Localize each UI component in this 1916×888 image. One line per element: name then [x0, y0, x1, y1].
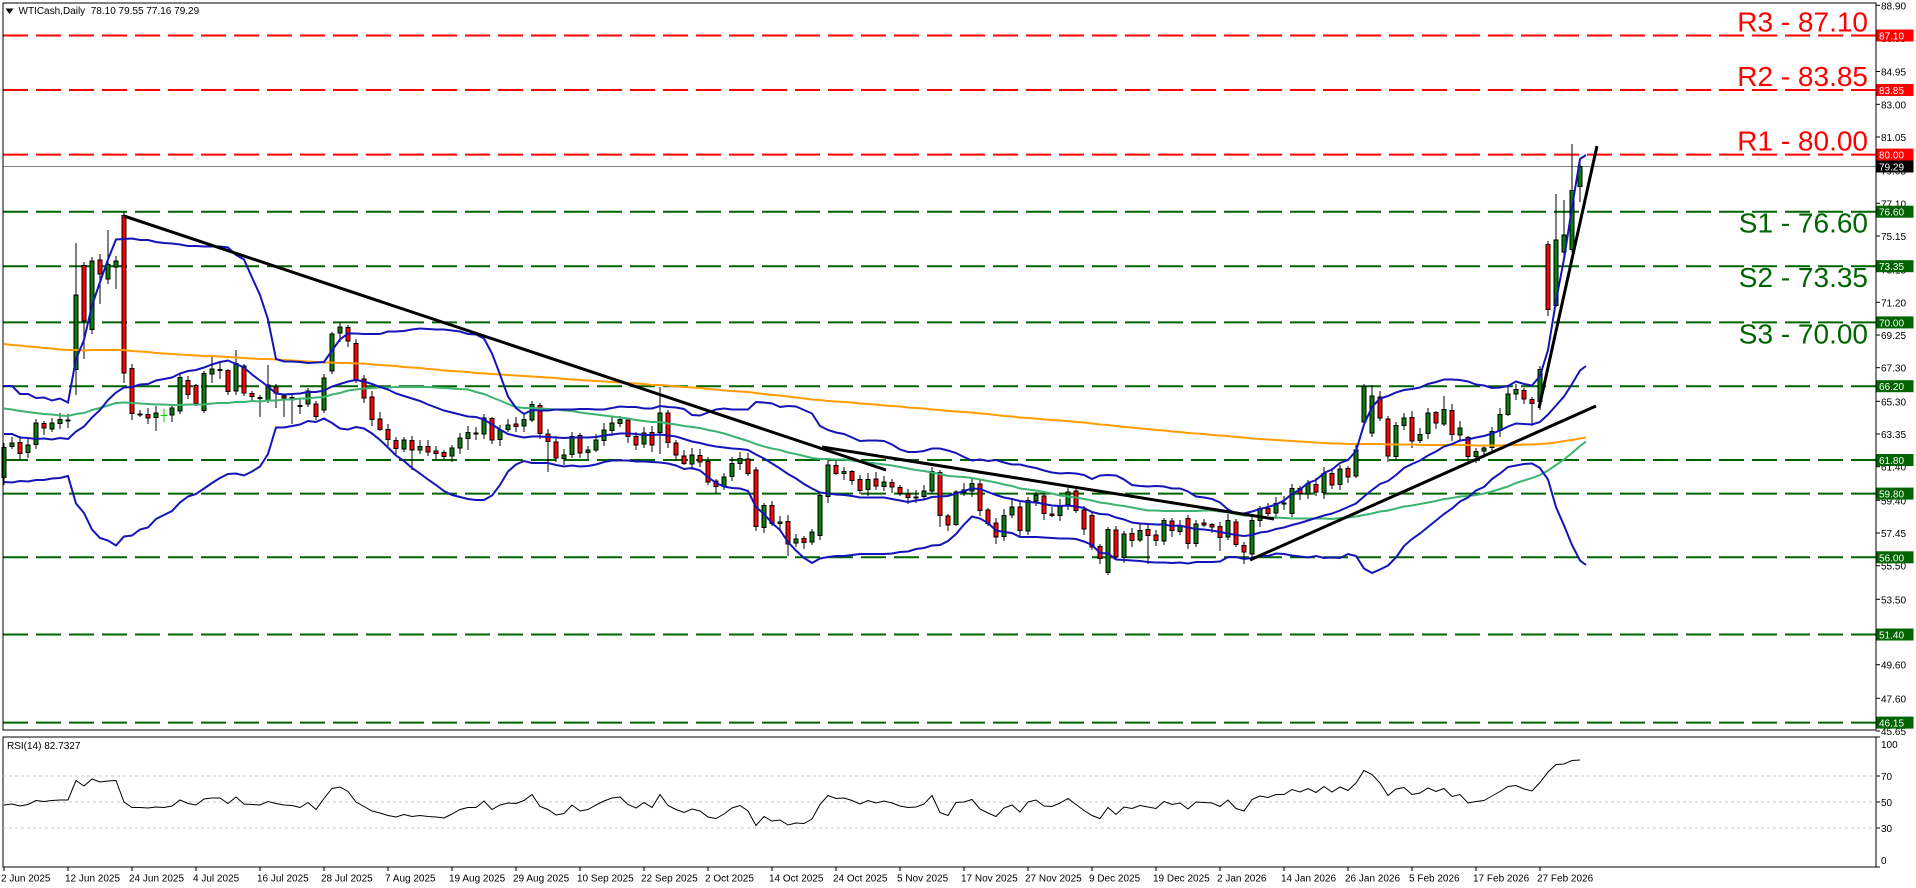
svg-text:22 Sep 2025: 22 Sep 2025 — [641, 874, 698, 885]
svg-text:49.60: 49.60 — [1881, 661, 1906, 672]
svg-text:5 Feb 2026: 5 Feb 2026 — [1409, 874, 1460, 885]
svg-text:14 Oct 2025: 14 Oct 2025 — [769, 874, 824, 885]
svg-text:61.80: 61.80 — [1879, 456, 1904, 467]
svg-text:67.30: 67.30 — [1881, 364, 1906, 375]
svg-text:83.00: 83.00 — [1881, 100, 1906, 111]
svg-text:79.29: 79.29 — [1879, 163, 1904, 174]
svg-text:2 Oct 2025: 2 Oct 2025 — [705, 874, 754, 885]
svg-text:9 Dec 2025: 9 Dec 2025 — [1089, 874, 1141, 885]
svg-text:75.15: 75.15 — [1881, 232, 1906, 243]
svg-text:50: 50 — [1881, 798, 1893, 809]
svg-text:29 Aug 2025: 29 Aug 2025 — [513, 874, 570, 885]
svg-text:59.80: 59.80 — [1879, 490, 1904, 501]
svg-text:45.65: 45.65 — [1881, 727, 1906, 738]
svg-text:47.60: 47.60 — [1881, 694, 1906, 705]
svg-text:19 Dec 2025: 19 Dec 2025 — [1153, 874, 1210, 885]
svg-text:27 Nov 2025: 27 Nov 2025 — [1025, 874, 1082, 885]
svg-text:S3 - 70.00: S3 - 70.00 — [1739, 318, 1868, 349]
svg-text:83.85: 83.85 — [1879, 86, 1904, 97]
svg-text:80.00: 80.00 — [1879, 151, 1904, 162]
svg-text:2 Jan 2026: 2 Jan 2026 — [1217, 874, 1267, 885]
svg-text:4 Jul 2025: 4 Jul 2025 — [193, 874, 240, 885]
svg-text:24 Oct 2025: 24 Oct 2025 — [833, 874, 888, 885]
svg-text:17 Feb 2026: 17 Feb 2026 — [1473, 874, 1530, 885]
svg-text:RSI(14) 82.7327: RSI(14) 82.7327 — [7, 741, 81, 752]
svg-text:30: 30 — [1881, 824, 1893, 835]
svg-text:24 Jun 2025: 24 Jun 2025 — [129, 874, 184, 885]
svg-text:81.05: 81.05 — [1881, 133, 1906, 144]
svg-text:76.60: 76.60 — [1879, 208, 1904, 219]
svg-text:R2 - 83.85: R2 - 83.85 — [1737, 61, 1868, 92]
svg-text:70.00: 70.00 — [1879, 318, 1904, 329]
svg-text:59.40: 59.40 — [1881, 496, 1906, 507]
svg-text:S1 - 76.60: S1 - 76.60 — [1739, 208, 1868, 239]
svg-text:88.90: 88.90 — [1881, 1, 1906, 12]
svg-text:R1 - 80.00: R1 - 80.00 — [1737, 126, 1868, 157]
svg-text:71.20: 71.20 — [1881, 298, 1906, 309]
svg-text:57.45: 57.45 — [1881, 529, 1906, 540]
svg-text:17 Nov 2025: 17 Nov 2025 — [961, 874, 1018, 885]
svg-text:73.35: 73.35 — [1879, 262, 1904, 273]
svg-text:77.10: 77.10 — [1881, 199, 1906, 210]
svg-text:51.40: 51.40 — [1879, 631, 1904, 642]
svg-text:55.50: 55.50 — [1881, 562, 1906, 573]
svg-text:2 Jun 2025: 2 Jun 2025 — [1, 874, 51, 885]
svg-text:65.30: 65.30 — [1881, 397, 1906, 408]
svg-text:70: 70 — [1881, 772, 1893, 783]
svg-text:S2 - 73.35: S2 - 73.35 — [1739, 262, 1868, 293]
svg-text:14 Jan 2026: 14 Jan 2026 — [1281, 874, 1336, 885]
svg-text:61.40: 61.40 — [1881, 463, 1906, 474]
svg-text:10 Sep 2025: 10 Sep 2025 — [577, 874, 634, 885]
svg-text:100: 100 — [1881, 740, 1898, 751]
svg-text:46.15: 46.15 — [1879, 719, 1904, 730]
svg-text:66.20: 66.20 — [1879, 382, 1904, 393]
svg-text:63.35: 63.35 — [1881, 430, 1906, 441]
svg-text:53.50: 53.50 — [1881, 595, 1906, 606]
svg-text:0: 0 — [1881, 856, 1887, 867]
svg-text:28 Jul 2025: 28 Jul 2025 — [321, 874, 373, 885]
svg-text:19 Aug 2025: 19 Aug 2025 — [449, 874, 506, 885]
svg-text:26 Jan 2026: 26 Jan 2026 — [1345, 874, 1400, 885]
svg-text:84.95: 84.95 — [1881, 68, 1906, 79]
svg-text:27 Feb 2026: 27 Feb 2026 — [1537, 874, 1594, 885]
svg-text:7 Aug 2025: 7 Aug 2025 — [385, 874, 436, 885]
svg-text:87.10: 87.10 — [1879, 32, 1904, 43]
svg-text:12 Jun 2025: 12 Jun 2025 — [65, 874, 120, 885]
svg-text:R3 - 87.10: R3 - 87.10 — [1737, 7, 1868, 38]
svg-text:WTICash,Daily 78.10 79.55 77.: WTICash,Daily 78.10 79.55 77.16 79.29 — [19, 6, 200, 17]
svg-text:5 Nov 2025: 5 Nov 2025 — [897, 874, 949, 885]
svg-text:56.00: 56.00 — [1879, 553, 1904, 564]
svg-text:69.25: 69.25 — [1881, 331, 1906, 342]
svg-text:16 Jul 2025: 16 Jul 2025 — [257, 874, 309, 885]
